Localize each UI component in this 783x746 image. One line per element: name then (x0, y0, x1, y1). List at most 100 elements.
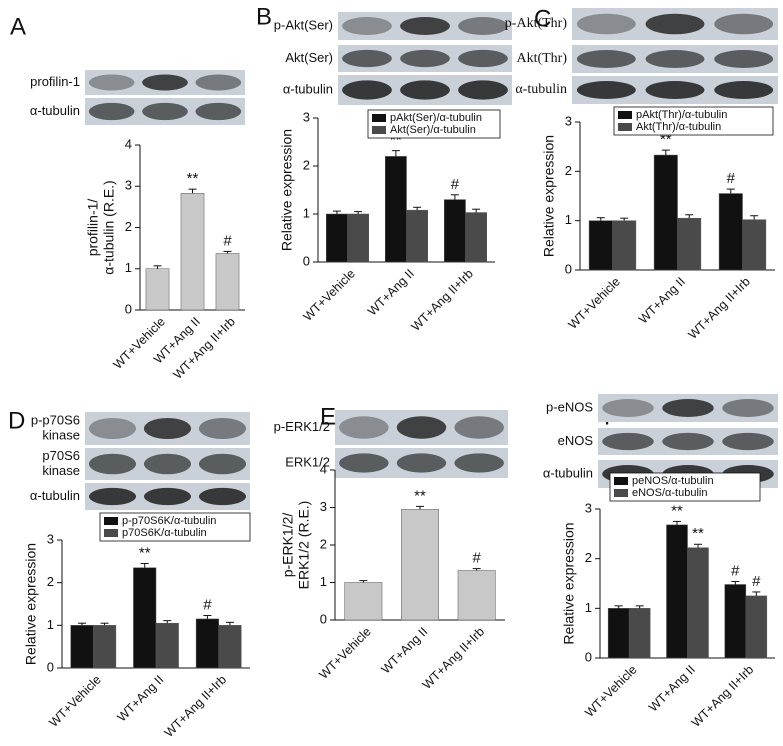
blot-band (339, 453, 389, 473)
x-tick-label: WT+Ang II+Irb (689, 663, 756, 730)
bar (677, 217, 702, 271)
blot-band (88, 453, 137, 475)
y-tick-label: 2 (565, 163, 572, 178)
significance-label: # (472, 550, 481, 567)
y-tick-label: 2 (320, 536, 327, 551)
y-axis-label: p-ERK1/2/ (280, 513, 296, 578)
blot-band (88, 417, 137, 440)
bar (745, 595, 768, 659)
blot-label: p-ERK1/2 (274, 419, 330, 434)
y-tick-label: 3 (565, 113, 572, 128)
blot-label: Akt(Ser) (285, 50, 333, 65)
significance-label: ** (414, 487, 426, 504)
y-axis-label: profilin-1/ (85, 199, 101, 257)
bar (718, 193, 743, 271)
blot-band (342, 80, 392, 100)
significance-label: # (203, 596, 212, 613)
blot-label: α-tubulin (283, 81, 333, 96)
blot-label: kinase (42, 427, 80, 442)
y-axis-label: ERK1/2 (R.E.) (296, 501, 312, 590)
blot-label: p-Akt(Thr) (505, 16, 568, 31)
legend-label: Akt(Thr)/α-tubulin (636, 121, 721, 133)
blot-band (342, 49, 392, 68)
bar (401, 509, 439, 621)
blot-band (645, 13, 705, 35)
blot-band (400, 17, 450, 35)
x-tick-label: WT+Ang II (365, 267, 417, 319)
y-axis-label: Relative expression (541, 135, 557, 257)
y-axis-label: α-tubulin (R.E.) (101, 180, 117, 274)
y-tick-label: 1 (585, 600, 592, 615)
blot-band (645, 50, 705, 68)
bar (666, 524, 688, 659)
y-axis-label: Relative expression (23, 543, 39, 665)
legend-swatch (614, 489, 628, 497)
y-tick-label: 4 (125, 136, 132, 151)
blot-band (143, 417, 192, 440)
blot-label: p-eNOS (546, 399, 593, 414)
legend-swatch (618, 111, 632, 119)
bar (628, 608, 651, 659)
blot-label: kinase (42, 463, 80, 478)
blot-band (602, 399, 654, 417)
blot-band (400, 49, 450, 68)
blot-band (602, 432, 654, 451)
bar (155, 622, 179, 669)
y-tick-label: 3 (585, 500, 592, 515)
bar (607, 608, 630, 659)
y-tick-label: 1 (47, 617, 54, 632)
blot-label: α-tubulin (515, 82, 567, 97)
blot-band (576, 81, 636, 99)
bar (687, 547, 709, 659)
blot-band (645, 81, 705, 99)
significance-label: # (451, 176, 460, 193)
bar (347, 213, 369, 263)
bar (385, 156, 407, 263)
blot-band (576, 50, 636, 68)
blot-band (714, 13, 774, 35)
y-axis-label: Relative expression (279, 129, 295, 251)
blot-band (142, 74, 188, 91)
blot-band (454, 453, 504, 473)
legend-label: p70S6K/α-tubulin (122, 527, 207, 539)
legend-swatch (372, 114, 386, 122)
significance-label: # (752, 573, 761, 590)
significance-label: ** (660, 131, 672, 148)
blot-band (396, 453, 447, 473)
bar (406, 209, 428, 263)
legend-label: p-p70S6K/α-tubulin (122, 515, 216, 527)
blot-band (662, 399, 714, 417)
y-tick-label: 1 (303, 205, 310, 220)
significance-label: # (731, 562, 740, 579)
bar (93, 625, 117, 669)
legend-label: pAkt(Ser)/α-tubulin (390, 112, 482, 124)
blot-band (195, 74, 242, 91)
x-tick-label: WT+Vehicle (46, 673, 103, 730)
blot-label: profilin-1 (30, 74, 80, 89)
legend-box (609, 472, 761, 502)
y-tick-label: 0 (320, 611, 327, 626)
legend-swatch (614, 477, 628, 485)
blot-label: p70S6 (42, 448, 80, 463)
y-tick-label: 3 (303, 109, 310, 124)
legend-label: Akt(Ser)/α-tubulin (390, 124, 476, 136)
y-tick-label: 3 (320, 499, 327, 514)
bar (588, 220, 613, 271)
x-tick-label: WT+Vehicle (301, 267, 358, 324)
blot-band (198, 417, 247, 440)
blot-label: p-Akt(Ser) (274, 17, 333, 32)
bar (724, 584, 747, 659)
legend-label: peNOS/α-tubulin (632, 475, 714, 487)
legend-box (613, 106, 774, 136)
x-tick-label: WT+Ang II+Irb (162, 673, 229, 740)
blot-band (143, 453, 192, 475)
blot-band (458, 17, 508, 35)
y-axis-label: Relative expression (561, 522, 577, 644)
y-tick-label: 0 (303, 253, 310, 268)
x-tick-label: WT+Ang II+Irb (686, 275, 753, 342)
y-tick-label: 0 (125, 301, 132, 316)
y-tick-label: 1 (125, 260, 132, 275)
legend-box (99, 512, 251, 542)
blot-band (458, 49, 508, 68)
y-tick-label: 1 (565, 212, 572, 227)
